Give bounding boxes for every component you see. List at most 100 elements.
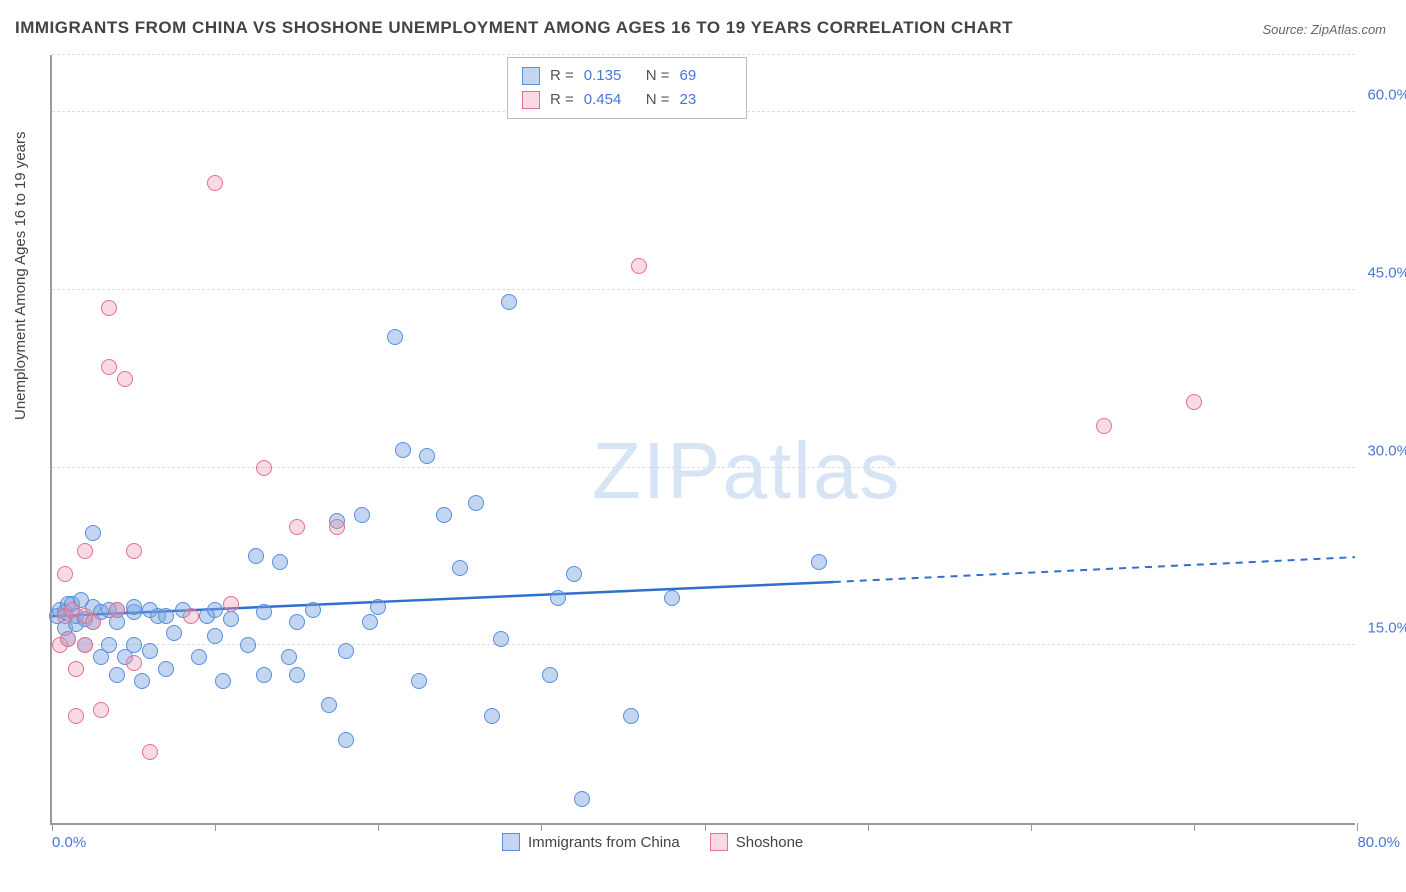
point-china [550, 590, 566, 606]
gridline: 30.0% [52, 467, 1355, 468]
point-china [305, 602, 321, 618]
point-china [109, 667, 125, 683]
point-china [223, 611, 239, 627]
point-china [501, 294, 517, 310]
point-china [419, 448, 435, 464]
n-label: N = [646, 64, 670, 88]
chart-plot-area: ZIPatlas 15.0%30.0%45.0%60.0% R = 0.135 … [50, 55, 1355, 825]
legend-label: Immigrants from China [528, 834, 680, 851]
point-china [623, 708, 639, 724]
point-shoshone [126, 655, 142, 671]
n-label: N = [646, 88, 670, 112]
x-tick [52, 823, 53, 831]
r-value: 0.454 [584, 88, 636, 112]
point-china [811, 554, 827, 570]
point-shoshone [223, 596, 239, 612]
point-china [338, 732, 354, 748]
point-china [215, 673, 231, 689]
point-shoshone [93, 702, 109, 718]
series-legend: Immigrants from China Shoshone [502, 833, 803, 851]
x-tick [1194, 823, 1195, 831]
swatch-pink [522, 91, 540, 109]
point-shoshone [101, 300, 117, 316]
y-tick-label: 45.0% [1367, 264, 1406, 281]
point-shoshone [1186, 394, 1202, 410]
point-china [272, 554, 288, 570]
point-china [370, 599, 386, 615]
point-china [395, 442, 411, 458]
point-china [468, 495, 484, 511]
point-shoshone [183, 608, 199, 624]
r-label: R = [550, 64, 574, 88]
point-china [289, 614, 305, 630]
point-shoshone [60, 631, 76, 647]
x-tick [378, 823, 379, 831]
point-shoshone [126, 543, 142, 559]
point-shoshone [57, 566, 73, 582]
x-tick [868, 823, 869, 831]
legend-item-blue: Immigrants from China [502, 833, 680, 851]
point-china [158, 608, 174, 624]
point-china [256, 604, 272, 620]
r-label: R = [550, 88, 574, 112]
x-tick [1357, 823, 1358, 831]
x-axis-min-label: 0.0% [52, 834, 86, 851]
gridline: 45.0% [52, 289, 1355, 290]
point-china [134, 673, 150, 689]
point-china [256, 667, 272, 683]
point-china [126, 599, 142, 615]
point-china [191, 649, 207, 665]
point-shoshone [142, 744, 158, 760]
point-china [207, 628, 223, 644]
point-china [289, 667, 305, 683]
point-china [664, 590, 680, 606]
point-china [411, 673, 427, 689]
point-shoshone [117, 371, 133, 387]
r-value: 0.135 [584, 64, 636, 88]
point-shoshone [77, 637, 93, 653]
point-china [484, 708, 500, 724]
n-value: 69 [680, 64, 732, 88]
point-china [387, 329, 403, 345]
x-tick [541, 823, 542, 831]
point-china [566, 566, 582, 582]
point-china [158, 661, 174, 677]
swatch-blue [522, 67, 540, 85]
trend-lines [52, 55, 1355, 823]
point-shoshone [207, 175, 223, 191]
point-china [354, 507, 370, 523]
point-shoshone [68, 661, 84, 677]
point-china [85, 525, 101, 541]
point-china [574, 791, 590, 807]
point-shoshone [289, 519, 305, 535]
trend-line [52, 279, 1355, 574]
y-axis-title: Unemployment Among Ages 16 to 19 years [12, 131, 29, 420]
x-tick [705, 823, 706, 831]
point-china [436, 507, 452, 523]
x-axis-max-label: 80.0% [1357, 834, 1400, 851]
point-china [166, 625, 182, 641]
point-china [362, 614, 378, 630]
legend-label: Shoshone [736, 834, 804, 851]
point-shoshone [1096, 418, 1112, 434]
point-china [338, 643, 354, 659]
n-value: 23 [680, 88, 732, 112]
point-shoshone [101, 359, 117, 375]
point-china [493, 631, 509, 647]
legend-row-pink: R = 0.454 N = 23 [522, 88, 732, 112]
point-china [240, 637, 256, 653]
point-china [126, 637, 142, 653]
point-china [281, 649, 297, 665]
point-shoshone [68, 708, 84, 724]
swatch-blue [502, 833, 520, 851]
x-tick [1031, 823, 1032, 831]
y-tick-label: 30.0% [1367, 442, 1406, 459]
point-shoshone [329, 519, 345, 535]
y-tick-label: 15.0% [1367, 620, 1406, 637]
point-china [207, 602, 223, 618]
point-shoshone [85, 614, 101, 630]
point-shoshone [631, 258, 647, 274]
point-shoshone [77, 543, 93, 559]
trend-line-extrapolated [834, 557, 1355, 582]
point-shoshone [256, 460, 272, 476]
